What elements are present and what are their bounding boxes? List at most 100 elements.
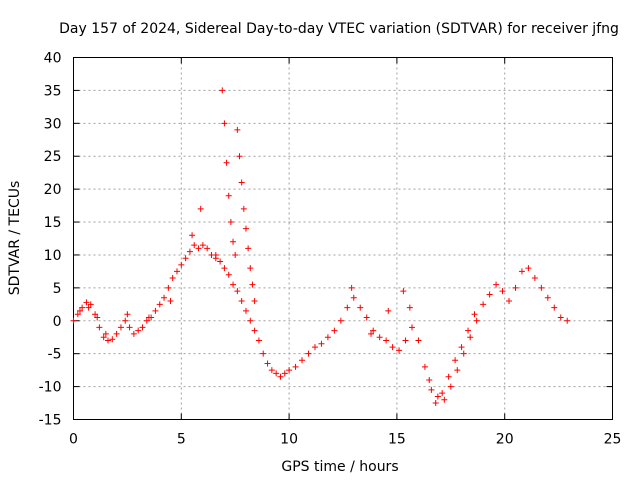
data-point (230, 281, 237, 288)
data-point (221, 265, 228, 272)
y-tick-labels: -15 -10 -5 0 5 10 15 20 25 30 35 40 (39, 51, 62, 429)
data-point (465, 327, 472, 334)
data-point (311, 344, 318, 351)
data-point (182, 255, 189, 262)
data-point (363, 314, 370, 321)
data-point (432, 400, 439, 407)
data-point (225, 192, 232, 199)
data-point (337, 317, 344, 324)
data-point (85, 304, 92, 311)
data-point (165, 284, 172, 291)
data-point (452, 357, 459, 364)
data-point (240, 205, 247, 212)
data-point (480, 301, 487, 308)
grid (73, 57, 613, 420)
y-tick-label: -5 (48, 347, 62, 363)
data-point (249, 281, 256, 288)
data-point (408, 324, 415, 331)
data-point (124, 311, 131, 318)
data-point (445, 373, 452, 380)
data-point (400, 288, 407, 295)
data-point (230, 238, 237, 245)
data-point (467, 334, 474, 341)
x-tick-label: 0 (69, 432, 78, 448)
data-point (145, 314, 152, 321)
data-point (204, 245, 211, 252)
data-point (277, 373, 284, 380)
data-point (102, 330, 109, 337)
data-point (245, 245, 252, 252)
data-point (344, 304, 351, 311)
data-point (178, 261, 185, 268)
data-point (100, 334, 107, 341)
data-point (286, 367, 293, 374)
data-point (212, 251, 219, 258)
data-point (70, 317, 77, 324)
data-point (324, 334, 331, 341)
data-point (221, 120, 228, 127)
data-point (87, 301, 94, 308)
y-tick-label: 40 (44, 51, 62, 67)
data-point (238, 179, 245, 186)
data-point (447, 383, 454, 390)
data-point (130, 330, 137, 337)
x-tick-label: 25 (604, 432, 622, 448)
plot-frame (73, 57, 613, 420)
data-point (94, 314, 101, 321)
data-point (454, 367, 461, 374)
y-tick-label: 30 (44, 116, 62, 132)
data-point (126, 324, 133, 331)
data-point (83, 299, 90, 306)
y-tick-label: -10 (39, 380, 62, 396)
y-axis-label: SDTVAR / TECUs (7, 181, 23, 296)
y-tick-label: 25 (44, 149, 62, 165)
y-tick-label: 20 (44, 182, 62, 198)
data-point (318, 340, 325, 347)
data-point (348, 284, 355, 291)
data-point (385, 307, 392, 314)
x-tick-label: 10 (280, 432, 298, 448)
data-point (143, 317, 150, 324)
data-point (531, 274, 538, 281)
data-point (350, 294, 357, 301)
data-point (96, 324, 103, 331)
data-point (104, 337, 111, 344)
data-point (242, 225, 249, 232)
data-point (389, 344, 396, 351)
data-point (264, 360, 271, 367)
data-point (197, 205, 204, 212)
data-point (247, 265, 254, 272)
data-point (506, 298, 513, 305)
data-point (161, 294, 168, 301)
data-point (518, 268, 525, 275)
data-point (251, 327, 258, 334)
data-point (493, 281, 500, 288)
y-tick-label: 15 (44, 215, 62, 231)
data-point (460, 350, 467, 357)
data-point (109, 336, 116, 343)
data-point (473, 317, 480, 324)
data-point (499, 288, 506, 295)
data-point (551, 304, 558, 311)
data-point (268, 367, 275, 374)
data-point (305, 350, 312, 357)
data-point (219, 87, 226, 94)
data-point (232, 251, 239, 258)
data-point (152, 307, 159, 314)
data-point (217, 258, 224, 265)
data-point (273, 370, 280, 377)
data-point (225, 271, 232, 278)
data-point (357, 304, 364, 311)
data-point (199, 242, 206, 249)
data-point (471, 311, 478, 318)
data-point (428, 386, 435, 393)
y-tick-label: 35 (44, 83, 62, 99)
data-point (173, 268, 180, 275)
data-point (415, 337, 422, 344)
data-point (402, 337, 409, 344)
data-marks (70, 87, 571, 407)
data-point (139, 324, 146, 331)
data-point (79, 304, 86, 311)
y-tick-label: -15 (39, 413, 62, 429)
